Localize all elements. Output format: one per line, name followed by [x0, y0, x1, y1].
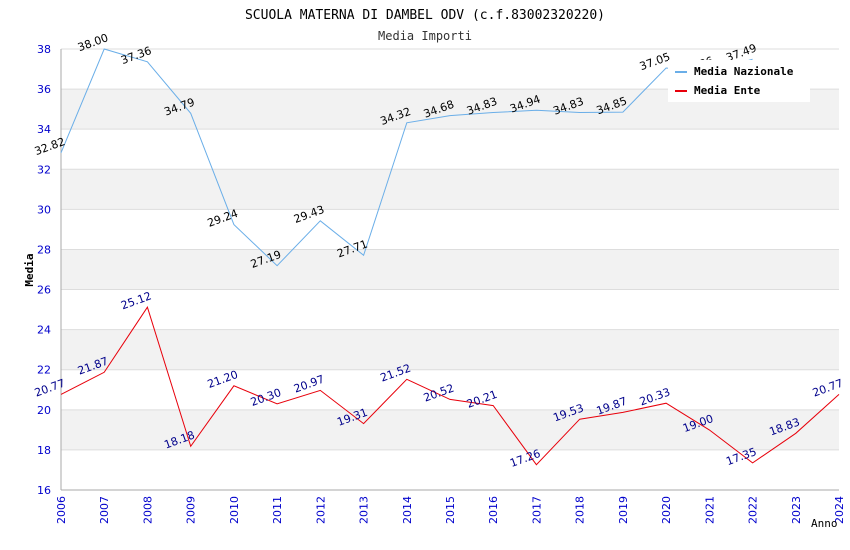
y-tick-label: 38	[37, 43, 51, 56]
data-label: 20.52	[422, 382, 456, 405]
y-tick-label: 34	[37, 123, 51, 136]
y-tick-label: 16	[37, 484, 51, 497]
data-label: 20.77	[33, 377, 67, 400]
legend-label-media-ente: Media Ente	[694, 84, 761, 97]
data-label: 20.30	[249, 386, 283, 409]
legend-label-media-nazionale: Media Nazionale	[694, 65, 794, 78]
y-tick-label: 22	[37, 364, 51, 377]
series-line	[60, 306, 840, 466]
x-tick-label: 2019	[617, 496, 630, 524]
data-label: 20.97	[292, 373, 326, 396]
x-axis-label: Anno	[811, 517, 838, 530]
x-tick-label: 2016	[487, 496, 500, 524]
data-label: 37.36	[119, 44, 153, 67]
x-tick-label: 2007	[98, 496, 111, 524]
y-tick-label: 26	[37, 284, 51, 297]
x-tick-label: 2023	[790, 496, 803, 524]
y-tick-label: 28	[37, 243, 51, 256]
x-tick-label: 2014	[401, 496, 414, 524]
data-label: 29.24	[206, 207, 240, 230]
x-tick-label: 2012	[314, 496, 327, 524]
data-label: 32.82	[33, 135, 67, 158]
x-tick-label: 2011	[271, 496, 284, 524]
y-tick-label: 20	[37, 404, 51, 417]
x-tick-labels: 2006 2007 2008 2009 2010 2011 2012 2013 2014 2015…	[55, 496, 846, 524]
background-bands	[61, 89, 839, 450]
grid-band	[61, 169, 839, 210]
grid-band	[61, 329, 839, 370]
legend: Media Nazionale Media Ente	[668, 60, 810, 102]
gridlines	[61, 48, 839, 491]
x-tick-label: 2013	[358, 496, 371, 524]
data-label: 37.05	[638, 50, 672, 73]
data-label: 20.33	[638, 385, 672, 408]
grid-band	[61, 249, 839, 290]
x-tick-label: 2020	[660, 496, 673, 524]
y-tick-label: 24	[37, 324, 51, 337]
y-axis-label: Media	[23, 253, 36, 286]
axes	[60, 49, 839, 491]
x-tick-label: 2022	[747, 496, 760, 524]
x-tick-label: 2017	[530, 496, 543, 524]
data-label: 20.77	[811, 377, 845, 400]
chart-title: SCUOLA MATERNA DI DAMBEL ODV (c.f.830023…	[245, 8, 605, 23]
x-tick-label: 2021	[703, 496, 716, 524]
data-label: 38.00	[76, 31, 110, 54]
x-tick-label: 2009	[185, 496, 198, 524]
x-tick-label: 2015	[444, 496, 457, 524]
data-label: 21.20	[206, 368, 240, 391]
legend-box	[668, 60, 810, 102]
y-tick-label: 18	[37, 444, 51, 457]
y-tick-label: 36	[37, 83, 51, 96]
y-tick-labels: 16 18 20 22 24 26 28 30 32 34 36 38	[37, 43, 51, 497]
x-tick-label: 2008	[141, 496, 154, 524]
series-line	[60, 48, 753, 267]
x-tick-label: 2024	[833, 496, 846, 524]
series-media-nazionale: 32.8238.0037.3634.7929.2427.1929.4327.71…	[33, 31, 759, 271]
y-tick-label: 30	[37, 203, 51, 216]
x-tick-label: 2010	[228, 496, 241, 524]
x-tick-label: 2018	[574, 496, 587, 524]
x-tick-label: 2006	[55, 496, 68, 524]
chart-subtitle: Media Importi	[378, 29, 472, 43]
y-tick-label: 32	[37, 163, 51, 176]
